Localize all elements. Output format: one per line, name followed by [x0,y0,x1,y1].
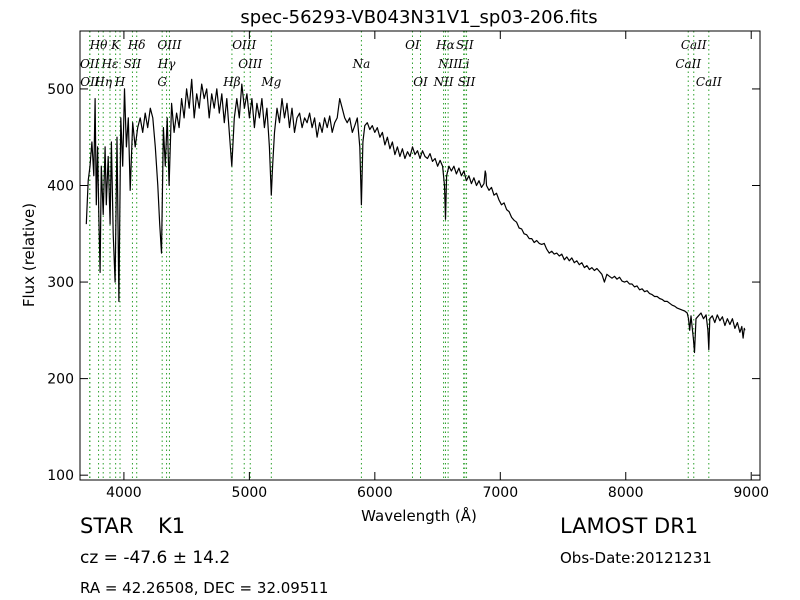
line-marker-label: Hα [435,38,455,52]
x-tick-label: 5000 [232,485,268,501]
line-marker-label: Hδ [127,38,146,52]
survey-label: LAMOST DR1 [560,514,699,538]
line-marker-label: OIII [238,57,262,71]
line-marker-label: SII [124,57,142,71]
plot-frame [79,30,761,481]
class-label: STAR [80,514,134,538]
line-marker-label: NII [437,57,458,71]
line-marker-label: Mg [260,75,281,89]
line-marker-label: CaII [681,38,707,52]
subclass-label: K1 [158,514,186,538]
line-marker-label: Li [457,57,470,71]
cz-text: cz = -47.6 ± 14.2 [80,548,231,568]
x-tick-label: 9000 [733,485,769,501]
radec-text: RA = 42.26508, DEC = 32.09511 [80,579,329,597]
axis-ticks: 4000 5000 6000 7000 8000 9000 100 200 300 400 500 [47,31,769,501]
chart-title: spec-56293-VB043N31V1_sp03-206.fits [240,7,597,28]
x-tick-label: 7000 [482,485,518,501]
line-marker-label: Hθ [89,38,108,52]
y-tick-label: 100 [47,468,74,484]
line-marker-label: NII [433,75,454,89]
line-marker-label: SII [458,75,476,89]
y-tick-label: 200 [47,372,74,388]
line-marker-label: CaII [696,75,722,89]
line-marker-label: H [114,75,126,89]
line-marker-label: Hβ [222,75,240,89]
line-marker-label: OII [80,75,100,89]
y-axis-label: Flux (relative) [20,203,38,307]
line-marker-label: Hγ [157,57,176,71]
x-axis-label: Wavelength (Å) [361,506,477,525]
line-marker-label: OI [405,38,420,52]
line-marker-label: Hε [101,57,119,71]
line-marker-label: K [110,38,121,52]
line-marker-label: SII [456,38,474,52]
x-tick-label: 4000 [106,485,142,501]
line-marker-label: Hη [93,75,112,89]
x-tick-label: 6000 [357,485,393,501]
line-marker-label: OIII [157,38,181,52]
line-marker-label: OIII [232,38,256,52]
x-tick-label: 8000 [608,485,644,501]
line-marker-label: OI [413,75,428,89]
y-tick-label: 500 [47,82,74,98]
obs-date-text: Obs-Date:20121231 [560,549,712,567]
line-marker-label: G [157,75,167,89]
line-marker-label: Na [352,57,371,71]
y-tick-label: 400 [47,178,74,194]
spectrum-line [85,78,746,354]
y-tick-label: 300 [47,275,74,291]
line-marker-label: CaII [675,57,701,71]
